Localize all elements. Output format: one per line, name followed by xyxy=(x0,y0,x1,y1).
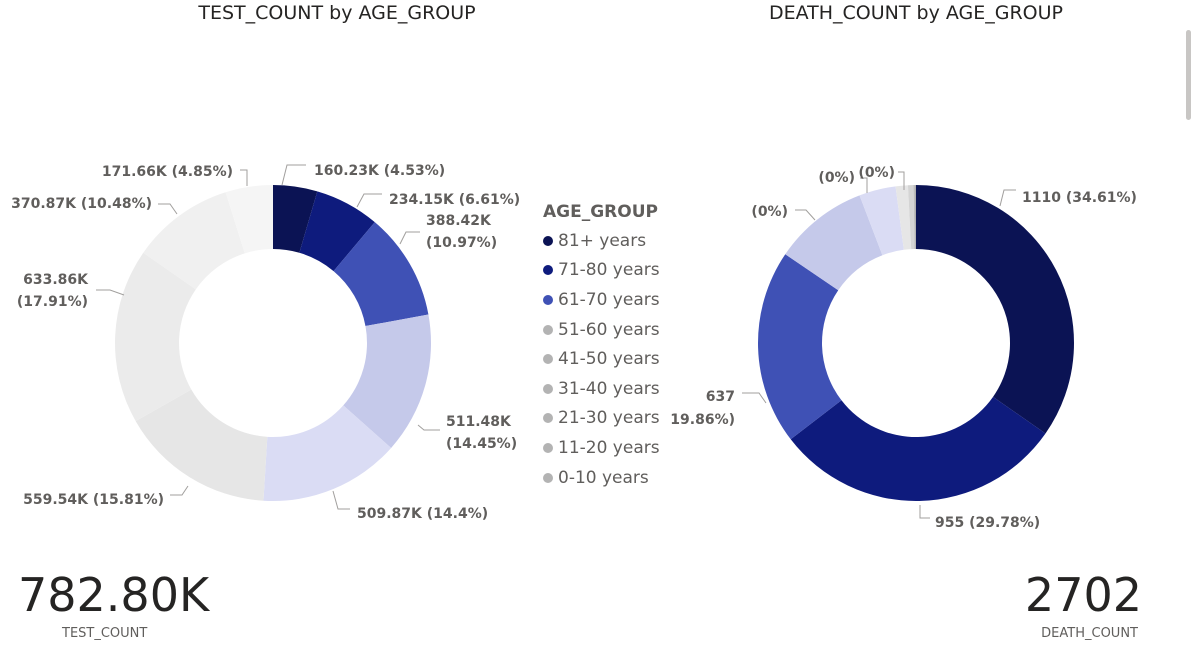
test-slice-31-40-years[interactable] xyxy=(135,389,268,501)
legend-item[interactable]: 11-20 years xyxy=(543,433,660,463)
death-leader-line xyxy=(795,209,816,221)
death-count-kpi-value: 2702 xyxy=(1024,568,1142,622)
death-slice-21-30-years[interactable] xyxy=(907,185,915,250)
death-slice-31-40-years[interactable] xyxy=(895,185,912,250)
test-leader-line xyxy=(417,424,440,431)
death-slice-0-10-years[interactable] xyxy=(915,185,916,250)
legend-item-label: 41-50 years xyxy=(558,349,660,370)
legend-item-label: 31-40 years xyxy=(558,378,660,399)
death-data-label: (0%) xyxy=(818,170,855,186)
death-data-label: 637 xyxy=(706,389,735,405)
death-slice-11-20-years[interactable] xyxy=(913,185,916,250)
test-slice-41-50-years[interactable] xyxy=(263,405,392,501)
death-slice-71-80-years[interactable] xyxy=(790,396,1046,501)
legend-item-label: 51-60 years xyxy=(558,319,660,340)
death-leader-line xyxy=(860,177,868,193)
test-data-label: 509.87K (14.4%) xyxy=(357,506,488,522)
death-data-label: 1110 (34.61%) xyxy=(1022,190,1137,206)
test-data-label: 234.15K (6.61%) xyxy=(389,192,520,208)
legend-item-label: 21-30 years xyxy=(558,408,660,429)
legend-item[interactable]: 41-50 years xyxy=(543,344,660,374)
test-slice-11-20-years[interactable] xyxy=(143,192,245,290)
legend-item-label: 61-70 years xyxy=(558,289,660,310)
test-slice-61-70-years[interactable] xyxy=(333,222,429,327)
legend-item[interactable]: 31-40 years xyxy=(543,374,660,404)
test-leader-line xyxy=(399,231,420,245)
death-leader-line xyxy=(898,171,905,190)
test-slice-21-30-years[interactable] xyxy=(114,252,196,422)
death-data-label: (0%) xyxy=(858,165,895,181)
legend-dot-icon xyxy=(543,413,553,424)
test-leader-line xyxy=(356,193,382,208)
legend-dot-icon xyxy=(543,442,553,453)
death-slice-51-60-years[interactable] xyxy=(785,195,883,291)
death-leader-line xyxy=(742,392,767,404)
test-count-kpi-label: TEST_COUNT xyxy=(62,626,148,641)
legend-dot-icon xyxy=(543,472,553,483)
test-count-chart-title: TEST_COUNT by AGE_GROUP xyxy=(198,2,476,24)
death-count-kpi-label: DEATH_COUNT xyxy=(1041,626,1138,641)
death-data-label: 955 (29.78%) xyxy=(935,515,1040,531)
legend-item[interactable]: 71-80 years xyxy=(543,256,660,286)
test-slice-0-10-years[interactable] xyxy=(225,185,273,254)
death-slice-61-70-years[interactable] xyxy=(757,254,842,440)
test-data-label: 370.87K (10.48%) xyxy=(11,196,152,212)
test-slice-81-years[interactable] xyxy=(273,185,318,253)
test-data-label: (14.45%) xyxy=(446,436,517,452)
death-slice-41-50-years[interactable] xyxy=(859,186,904,256)
test-data-label: (17.91%) xyxy=(17,294,88,310)
age-group-legend: AGE_GROUP 81+ years 71-80 years 61-70 year… xyxy=(543,202,660,492)
legend-dot-icon xyxy=(543,235,553,246)
test-data-label: 511.48K xyxy=(446,414,512,430)
test-data-label: 559.54K (15.81%) xyxy=(23,492,164,508)
test-data-label: 388.42K xyxy=(426,213,492,229)
legend-dot-icon xyxy=(543,383,553,394)
legend-item[interactable]: 0-10 years xyxy=(543,463,660,493)
test-count-kpi-value: 782.80K xyxy=(18,568,210,622)
death-leader-line xyxy=(999,189,1016,207)
test-slice-51-60-years[interactable] xyxy=(343,314,432,448)
test-leader-line xyxy=(240,169,248,186)
legend-item[interactable]: 51-60 years xyxy=(543,315,660,345)
legend-dot-icon xyxy=(543,294,553,305)
legend-item[interactable]: 81+ years xyxy=(543,226,660,256)
test-data-label: 633.86K xyxy=(23,272,89,288)
legend-title: AGE_GROUP xyxy=(543,202,658,222)
test-data-label: 160.23K (4.53%) xyxy=(314,163,445,179)
death-count-chart-title: DEATH_COUNT by AGE_GROUP xyxy=(768,2,1064,24)
legend-item[interactable]: 21-30 years xyxy=(543,404,660,434)
death-leader-line xyxy=(919,505,930,519)
death-slice-81-years[interactable] xyxy=(916,185,1074,434)
test-leader-line xyxy=(332,490,350,510)
legend-item-label: 71-80 years xyxy=(558,260,660,281)
test-leader-line xyxy=(158,203,178,215)
death-data-label: (0%) xyxy=(751,204,788,220)
legend-dot-icon xyxy=(543,354,553,365)
legend-item-label: 81+ years xyxy=(558,230,647,251)
test-leader-line xyxy=(96,289,125,296)
test-leader-line xyxy=(170,485,189,496)
legend-dot-icon xyxy=(543,324,553,335)
vertical-scrollbar[interactable] xyxy=(1186,30,1191,120)
test-data-label: (10.97%) xyxy=(426,235,497,251)
legend-dot-icon xyxy=(543,265,553,276)
legend-item-label: 11-20 years xyxy=(558,437,660,458)
death-data-label: 19.86%) xyxy=(670,412,735,428)
test-leader-line xyxy=(281,164,306,186)
test-slice-71-80-years[interactable] xyxy=(299,191,375,272)
legend-item[interactable]: 61-70 years xyxy=(543,285,660,315)
test-data-label: 171.66K (4.85%) xyxy=(102,164,233,180)
legend-item-label: 0-10 years xyxy=(558,467,649,488)
